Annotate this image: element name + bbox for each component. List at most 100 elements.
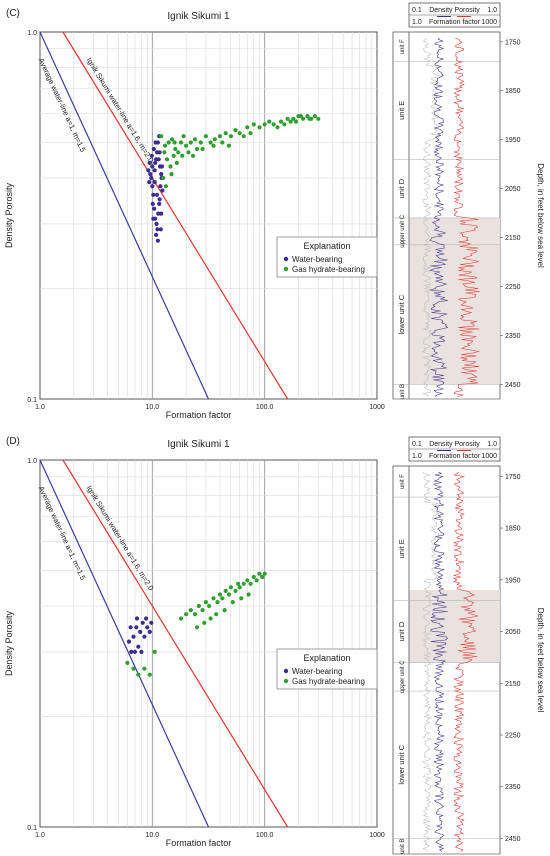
data-point <box>228 134 233 139</box>
depth-tick-label: 2450 <box>505 836 521 843</box>
log-axis-min: 0.1 <box>412 441 422 448</box>
chart-title: Ignik Sikumi 1 <box>167 439 230 450</box>
data-point <box>192 137 198 142</box>
depth-axis-label: Depth, in feet below sea level <box>536 608 545 713</box>
data-point <box>246 592 251 597</box>
data-point <box>215 600 220 605</box>
data-point <box>212 137 217 142</box>
legend-marker <box>283 678 289 684</box>
data-point <box>233 588 238 593</box>
data-point <box>164 157 170 162</box>
data-point <box>154 232 159 237</box>
data-point <box>153 140 158 145</box>
depth-tick-label: 2350 <box>505 784 521 791</box>
data-point <box>151 192 156 197</box>
log-axis-label: Formation factor <box>429 453 481 460</box>
water-line <box>39 459 210 828</box>
depth-tick-label: 2450 <box>505 382 521 389</box>
data-point <box>208 616 213 621</box>
data-point <box>251 122 256 127</box>
data-point <box>139 649 144 654</box>
data-point <box>200 146 205 152</box>
series-water-bearing <box>126 616 154 654</box>
legend-marker <box>283 256 289 262</box>
data-point <box>163 184 168 189</box>
data-point <box>222 608 227 613</box>
data-point <box>188 608 193 613</box>
data-point <box>159 134 164 139</box>
data-point <box>237 585 242 590</box>
depth-tick-label: 2250 <box>505 284 521 291</box>
data-point <box>194 625 200 630</box>
data-point <box>128 625 133 630</box>
data-point <box>226 143 231 148</box>
data-point <box>146 168 151 173</box>
data-point <box>248 131 253 136</box>
data-point <box>152 180 157 185</box>
data-point <box>220 140 225 145</box>
data-point <box>282 122 287 127</box>
panel-label: (D) <box>6 436 20 447</box>
log-curve-porosity <box>429 37 449 397</box>
log-axis-max: 1.0 <box>487 7 497 14</box>
unit-label: lower unit C <box>397 294 406 334</box>
legend-title: Explanation <box>303 241 350 251</box>
log-axis-min: 0.1 <box>412 7 422 14</box>
data-point <box>168 164 173 169</box>
depth-tick-label: 2150 <box>505 681 521 688</box>
data-point <box>134 625 139 630</box>
data-point <box>316 116 321 121</box>
legend-marker <box>283 668 289 674</box>
data-point <box>184 143 189 148</box>
data-point <box>149 620 154 625</box>
data-point <box>155 227 160 232</box>
data-point <box>203 134 208 139</box>
y-tick-label: 0.1 <box>27 397 37 404</box>
data-point <box>262 571 267 576</box>
data-point <box>155 238 160 243</box>
grid-lines <box>40 460 377 827</box>
log-curve-formation-factor <box>452 471 479 852</box>
y-axis-label: Density Porosity <box>4 610 14 676</box>
data-point <box>132 649 137 654</box>
data-point <box>245 125 250 130</box>
data-point <box>207 603 212 609</box>
unit-label: unit D <box>397 621 406 641</box>
data-point <box>149 175 154 181</box>
data-point <box>151 146 156 152</box>
log-axis-label: Formation factor <box>429 19 481 26</box>
data-point <box>176 150 181 155</box>
data-point <box>134 616 140 621</box>
data-point <box>194 146 200 152</box>
data-point <box>217 592 223 597</box>
data-point <box>237 131 242 136</box>
data-point <box>217 134 223 139</box>
data-point <box>170 137 175 142</box>
y-tick-label: 0.1 <box>27 825 37 832</box>
data-point <box>125 660 130 665</box>
data-point <box>230 600 235 605</box>
data-point <box>162 150 167 155</box>
water-line <box>62 459 289 828</box>
data-point <box>157 201 162 206</box>
data-point <box>173 146 178 152</box>
data-point <box>131 634 136 639</box>
unit-label: lower unit C <box>397 744 406 784</box>
hydrate-highlight <box>409 217 500 385</box>
x-tick-label: 1000 <box>369 832 385 839</box>
log-axis-max: 1000 <box>481 19 497 26</box>
series-water-bearing <box>146 134 165 243</box>
data-point <box>153 160 158 165</box>
log-axis-min: 1.0 <box>412 453 422 460</box>
data-point <box>157 164 163 169</box>
data-point <box>267 119 272 124</box>
data-point <box>236 581 241 586</box>
log-axis-min: 1.0 <box>412 19 422 26</box>
data-point <box>156 211 161 216</box>
data-point <box>150 164 155 169</box>
data-point <box>188 140 193 145</box>
data-point <box>180 153 185 158</box>
unit-label: unit F <box>400 474 406 489</box>
data-point <box>196 603 201 609</box>
depth-tick-label: 1950 <box>505 577 521 584</box>
